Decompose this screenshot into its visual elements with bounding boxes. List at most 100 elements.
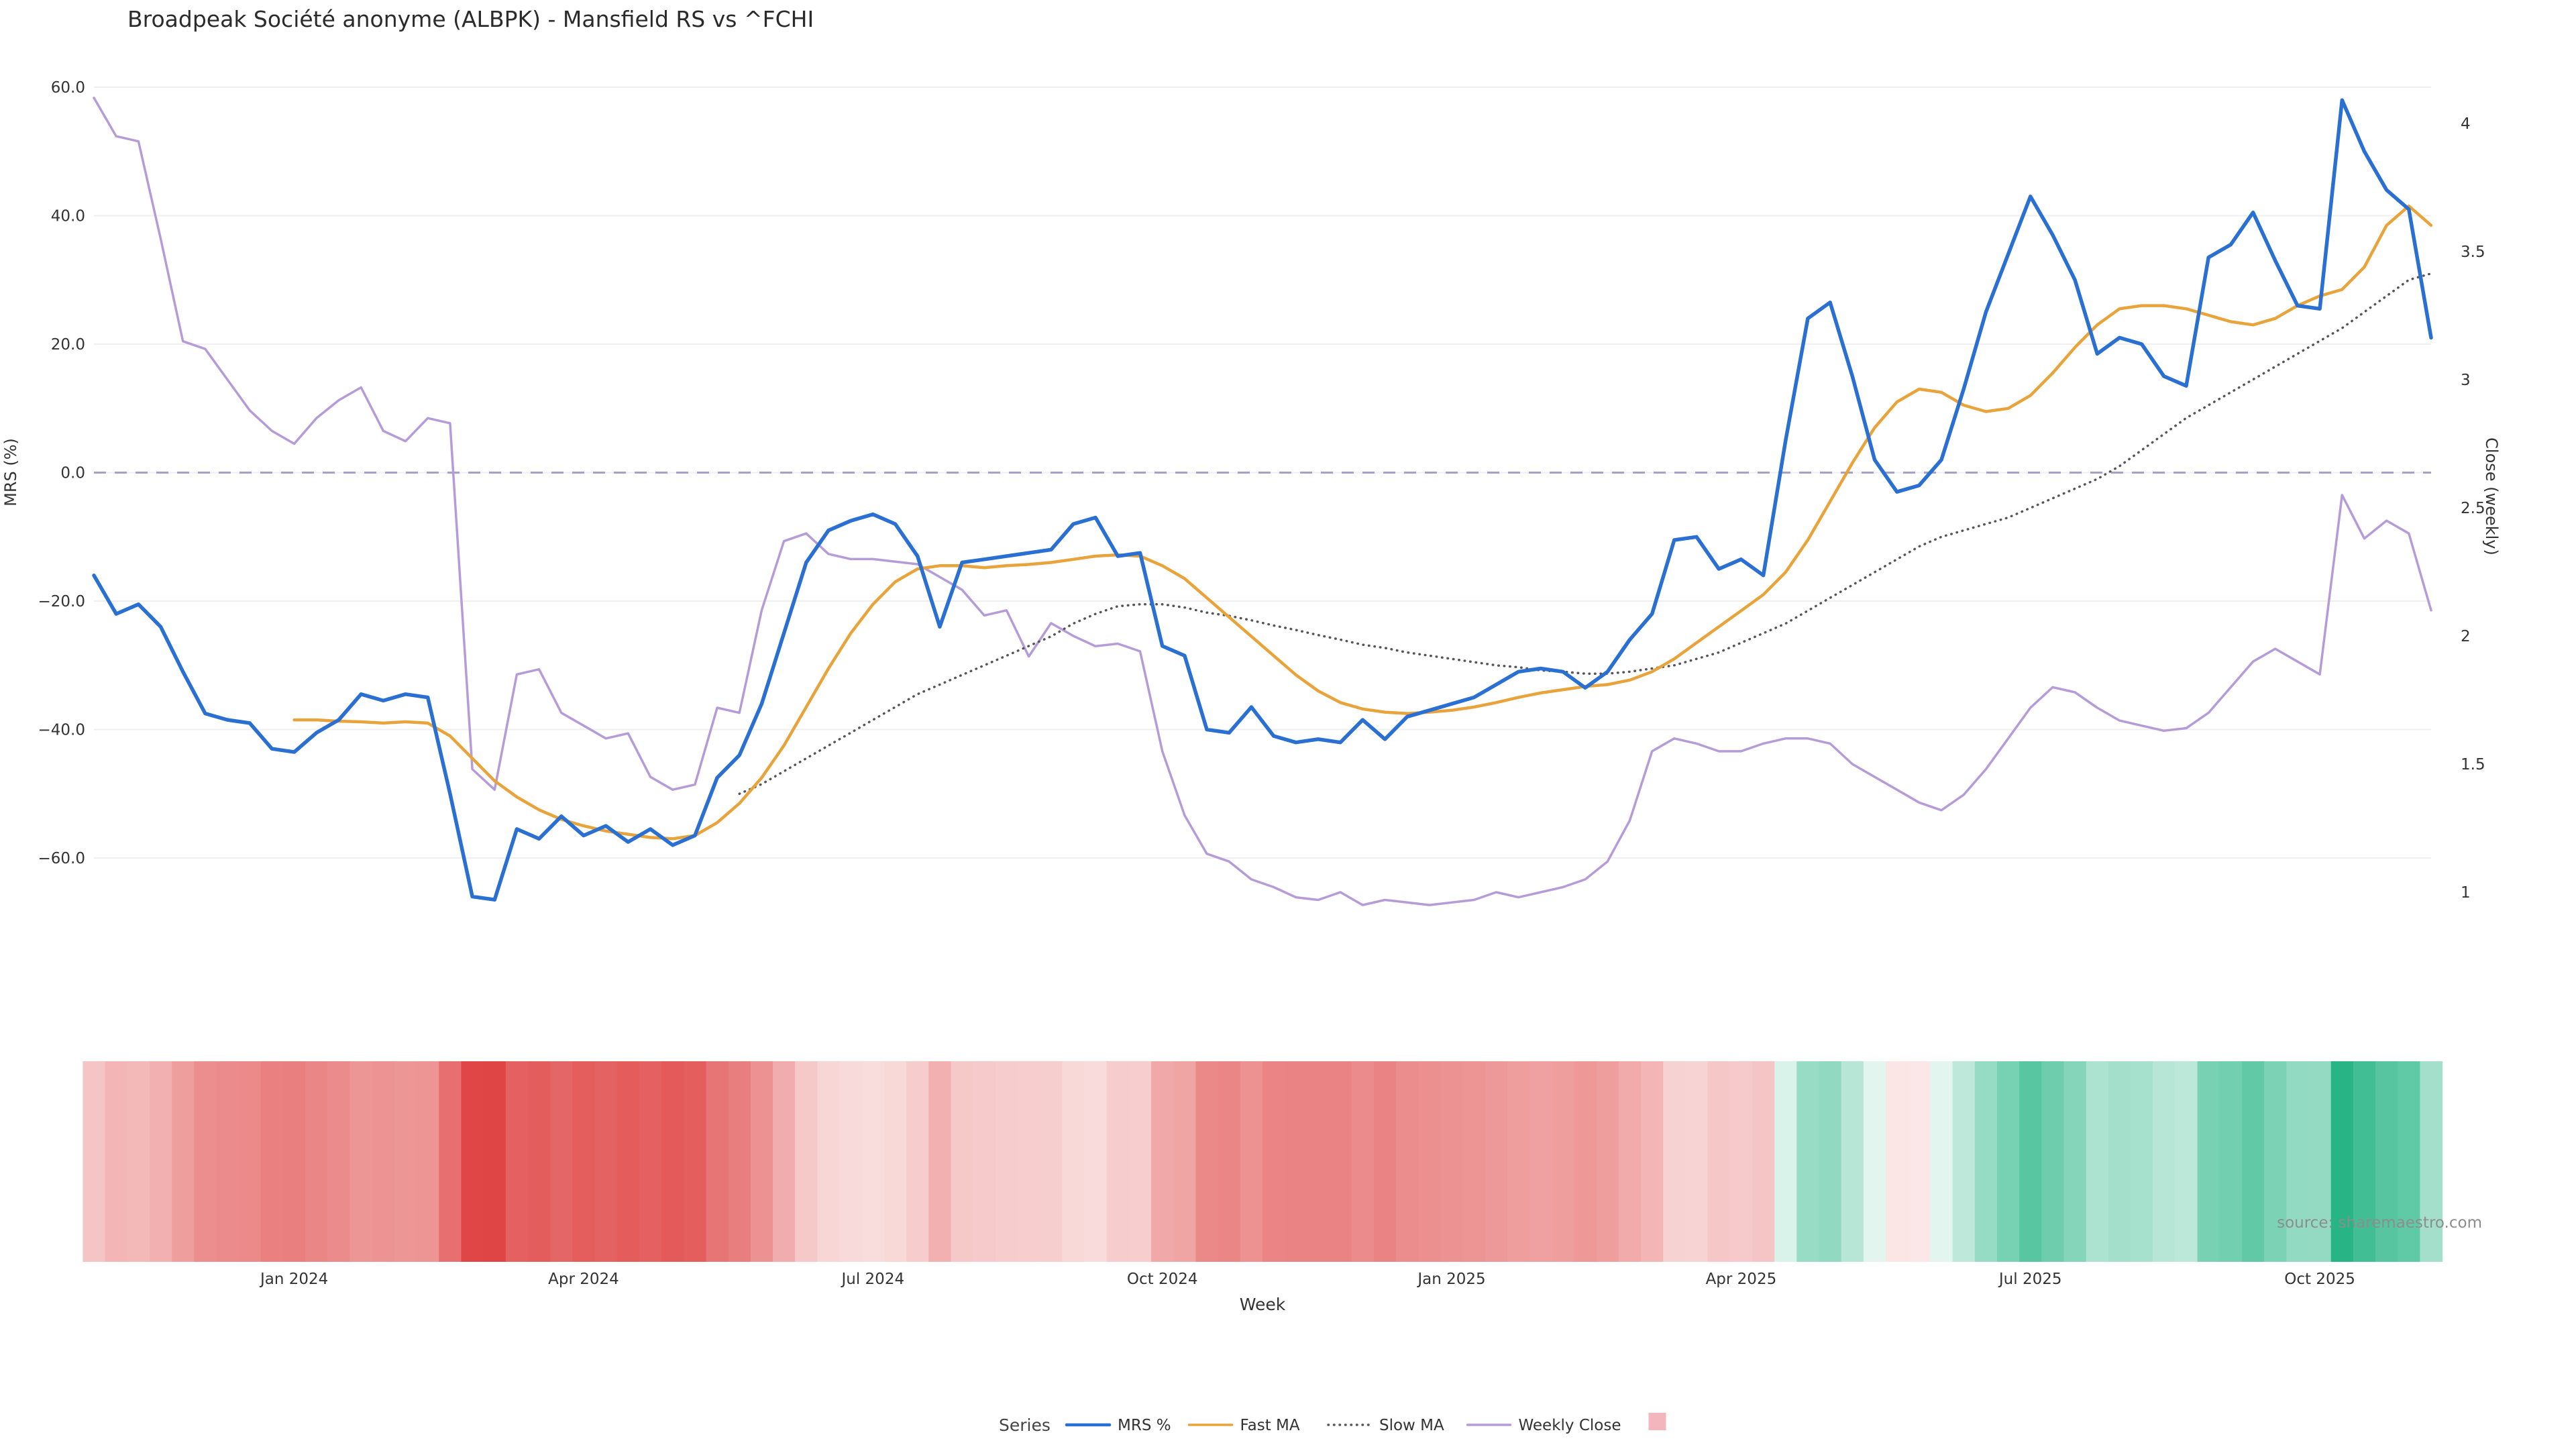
chart-title: Broadpeak Société anonyme (ALBPK) - Mans… xyxy=(127,6,814,32)
heatmap-cell xyxy=(194,1061,217,1262)
legend-title: Series xyxy=(999,1415,1051,1435)
legend-heatmap-swatch xyxy=(1648,1413,1666,1430)
legend: MRS % Fast MA Slow MA Weekly Close xyxy=(1065,1413,1666,1434)
heatmap-cell xyxy=(1663,1061,1686,1262)
heatmap-cell xyxy=(1329,1061,1352,1262)
heatmap-cell xyxy=(2398,1061,2420,1262)
heatmap-cell xyxy=(417,1061,439,1262)
heatmap-cell xyxy=(394,1061,417,1262)
y-right-tick-label: 1.5 xyxy=(2461,756,2485,773)
heatmap-cell xyxy=(594,1061,618,1262)
y-right-tick-label: 2 xyxy=(2461,628,2471,645)
heatmap-cell xyxy=(773,1061,796,1262)
y-left-tick-label: 20.0 xyxy=(51,336,85,354)
heatmap-strip xyxy=(83,1061,2443,1262)
legend-label-fast-ma: Fast MA xyxy=(1240,1417,1300,1434)
heatmap-cell xyxy=(150,1061,172,1262)
heatmap-cell xyxy=(1618,1061,1642,1262)
series-line-weekly-close xyxy=(93,97,2432,906)
heatmap-cell xyxy=(350,1061,373,1262)
heatmap-cell xyxy=(327,1061,351,1262)
heatmap-cell xyxy=(1752,1061,1775,1262)
heatmap-cell xyxy=(550,1061,573,1262)
heatmap-cell xyxy=(1507,1061,1530,1262)
heatmap-cell xyxy=(1396,1061,1419,1262)
heatmap-cell xyxy=(83,1061,106,1262)
heatmap-cell xyxy=(1685,1061,1709,1262)
heatmap-cell xyxy=(1307,1061,1330,1262)
heatmap-cell xyxy=(2375,1061,2398,1262)
heatmap-cell xyxy=(305,1061,328,1262)
heatmap-cell xyxy=(728,1061,751,1262)
y-left-tick-label: −20.0 xyxy=(38,593,85,610)
y-right-tick-label: 2.5 xyxy=(2461,500,2485,517)
heatmap-cell xyxy=(1018,1061,1040,1262)
heatmap-cell xyxy=(216,1061,239,1262)
y-axis-right-title: Close (weekly) xyxy=(2482,437,2501,555)
x-axis-title: Week xyxy=(1240,1295,1286,1314)
heatmap-cell xyxy=(1552,1061,1575,1262)
heatmap-cell xyxy=(928,1061,952,1262)
heatmap-cell xyxy=(1195,1061,1219,1262)
heatmap-cell xyxy=(973,1061,996,1262)
heatmap-cell xyxy=(1440,1061,1464,1262)
x-axis-ticks: Jan 2024 Apr 2024 Jul 2024 Oct 2024 Jan 2025… xyxy=(259,1271,2355,1288)
heatmap-cell xyxy=(1952,1061,1976,1262)
y-axis-left-title: MRS (%) xyxy=(1,438,20,506)
heatmap-cell xyxy=(995,1061,1018,1262)
heatmap-cell xyxy=(706,1061,729,1262)
heatmap-cell xyxy=(372,1061,395,1262)
heatmap-cell xyxy=(1218,1061,1241,1262)
heatmap-cell xyxy=(1863,1061,1886,1262)
legend-label-weekly-close: Weekly Close xyxy=(1519,1417,1621,1434)
x-tick-label: Oct 2025 xyxy=(2284,1271,2355,1288)
y-right-tick-label: 1 xyxy=(2461,884,2471,902)
heatmap-cell xyxy=(1240,1061,1263,1262)
gridlines xyxy=(94,87,2431,859)
heatmap-cell xyxy=(439,1061,462,1262)
heatmap-cell xyxy=(2086,1061,2109,1262)
heatmap-cell xyxy=(238,1061,262,1262)
heatmap-cell xyxy=(260,1061,284,1262)
heatmap-cell xyxy=(2131,1061,2153,1262)
heatmap-cell xyxy=(639,1061,662,1262)
heatmap-cell xyxy=(2108,1061,2131,1262)
heatmap-cell xyxy=(616,1061,640,1262)
heatmap-cell xyxy=(1729,1061,1753,1262)
heatmap-cell xyxy=(2197,1061,2220,1262)
heatmap-cell xyxy=(1062,1061,1085,1262)
heatmap-cell xyxy=(1774,1061,1797,1262)
heatmap-cell xyxy=(1173,1061,1197,1262)
y-axis-left-ticks: 60.0 40.0 20.0 0.0 −20.0 −40.0 −60.0 xyxy=(38,79,85,867)
heatmap-cell xyxy=(2063,1061,2087,1262)
y-left-tick-label: 60.0 xyxy=(51,79,85,97)
heatmap-cell xyxy=(906,1061,929,1262)
heatmap-cell xyxy=(1841,1061,1864,1262)
heatmap-cell xyxy=(528,1061,551,1262)
heatmap-cell xyxy=(1997,1061,2020,1262)
heatmap-cell xyxy=(1796,1061,1820,1262)
x-tick-label: Apr 2025 xyxy=(1706,1271,1777,1288)
x-tick-label: Jul 2025 xyxy=(1998,1271,2062,1288)
series-line-slow-ma xyxy=(738,272,2432,796)
heatmap-cell xyxy=(1819,1061,1842,1262)
x-tick-label: Jan 2024 xyxy=(259,1271,328,1288)
y-right-tick-label: 4 xyxy=(2461,115,2471,133)
heatmap-cell xyxy=(2308,1061,2332,1262)
series-lines xyxy=(92,97,2433,906)
heatmap-cell xyxy=(1263,1061,1285,1262)
heatmap-cell xyxy=(1373,1061,1397,1262)
heatmap-cell xyxy=(1462,1061,1486,1262)
heatmap-cell xyxy=(1641,1061,1664,1262)
y-left-tick-label: −40.0 xyxy=(38,722,85,739)
y-right-tick-label: 3.5 xyxy=(2461,244,2485,261)
heatmap-cell xyxy=(2019,1061,2042,1262)
heatmap-cell xyxy=(2041,1061,2065,1262)
heatmap-cell xyxy=(505,1061,529,1262)
heatmap-cell xyxy=(1529,1061,1552,1262)
heatmap-cell xyxy=(1974,1061,1998,1262)
heatmap-cell xyxy=(883,1061,907,1262)
heatmap-cell xyxy=(1418,1061,1442,1262)
